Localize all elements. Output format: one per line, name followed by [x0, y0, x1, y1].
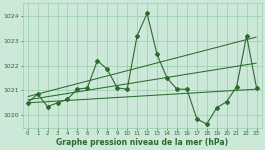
X-axis label: Graphe pression niveau de la mer (hPa): Graphe pression niveau de la mer (hPa) — [56, 138, 228, 147]
